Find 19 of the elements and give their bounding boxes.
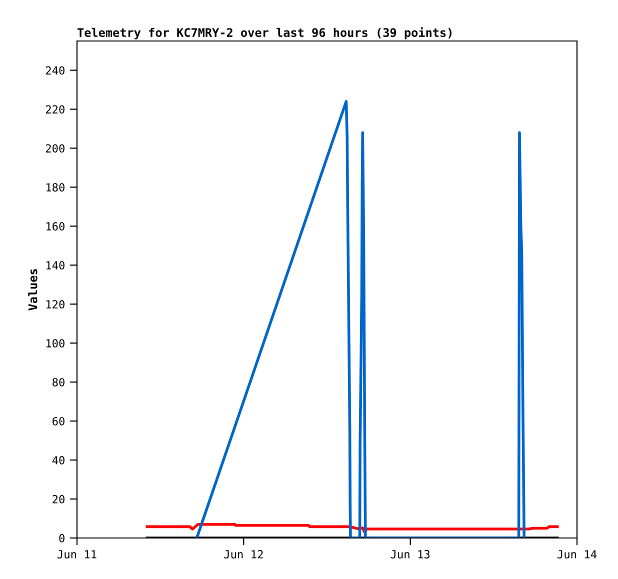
- x-tick-label: Jun 14: [558, 550, 597, 558]
- y-tick-label: 120: [46, 300, 64, 309]
- x-tick-label: Jun 13: [390, 550, 430, 558]
- chart-title: Telemetry for KC7MRY-2 over last 96 hours (39 points): [78, 27, 452, 40]
- x-tick-label: Jun 12: [224, 550, 263, 558]
- y-tick-label: 60: [52, 417, 64, 426]
- y-tick-label: 200: [46, 144, 64, 153]
- y-axis-title: Values: [28, 269, 38, 310]
- y-tick-label: 0: [59, 534, 64, 542]
- y-tick-label: 220: [46, 105, 64, 114]
- y-tick-label: 40: [52, 456, 64, 464]
- y-tick-label: 100: [46, 339, 64, 348]
- y-tick-label: 180: [46, 183, 64, 192]
- y-tick-label: 20: [52, 495, 64, 504]
- y-tick-label: 240: [46, 66, 64, 75]
- y-tick-label: 140: [46, 261, 64, 270]
- y-tick-label: 80: [52, 378, 64, 386]
- y-tick-label: 160: [46, 222, 64, 231]
- x-tick-label: Jun 11: [58, 550, 96, 558]
